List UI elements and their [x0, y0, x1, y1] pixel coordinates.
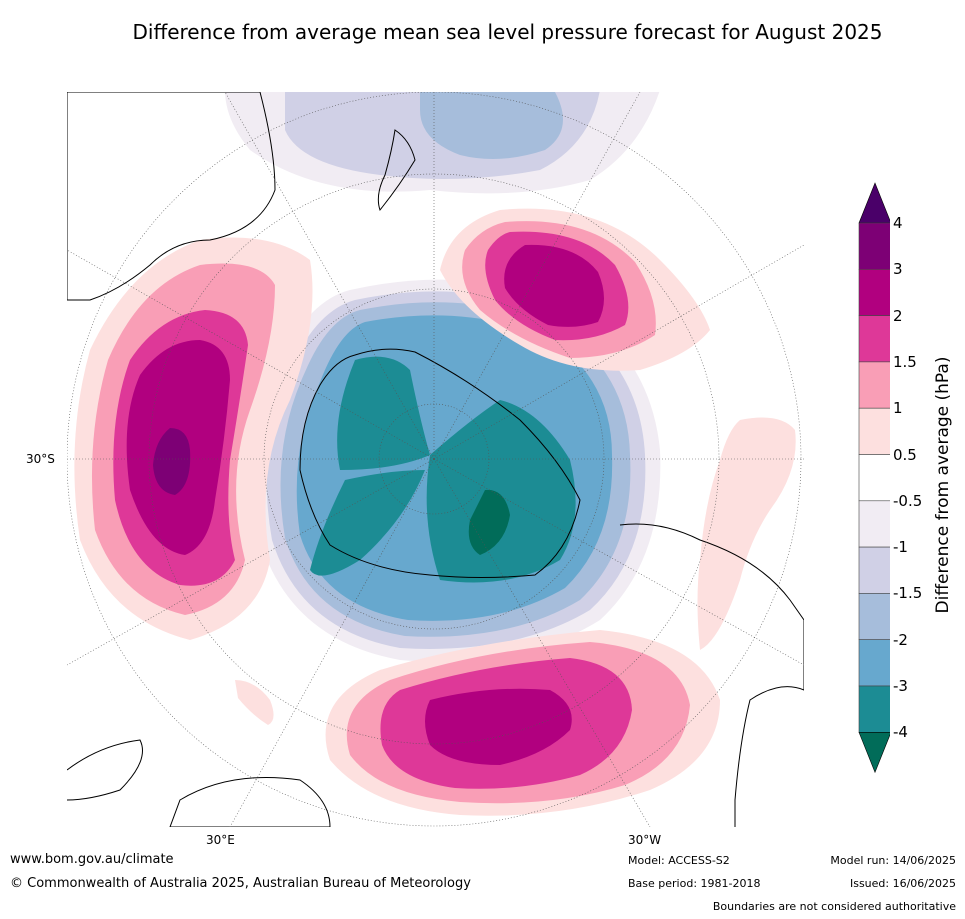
- colorbar-band: [858, 454, 890, 502]
- anomaly-region: [504, 244, 604, 327]
- lon-label-30w: 30°W: [628, 833, 662, 847]
- colorbar-tick-label: 0.5: [893, 445, 917, 464]
- anomaly-region: [420, 92, 563, 159]
- madagascar-coastline: [169, 777, 331, 827]
- anomaly-region: [153, 428, 191, 495]
- map-title: Difference from average mean sea level p…: [132, 20, 883, 44]
- colorbar-band: [858, 639, 890, 687]
- anomaly-region: [337, 356, 430, 470]
- colorbar-label: Difference from average (hPa): [933, 356, 953, 614]
- colorbar-band: [858, 685, 890, 733]
- africa-coastline: [67, 739, 143, 801]
- footer-copyright: © Commonwealth of Australia 2025, Austra…: [10, 876, 471, 891]
- colorbar-band: [858, 269, 890, 316]
- anomaly-region: [468, 489, 510, 555]
- colorbar-tick-label: 3: [893, 260, 903, 279]
- australia-coastline: [67, 92, 276, 301]
- colorbar-arrow-top: [858, 182, 890, 224]
- anomaly-region: [310, 470, 425, 576]
- south-america-coastline: [619, 523, 804, 827]
- colorbar-tick-label: -3: [893, 677, 908, 695]
- colorbar-tick-label: -2: [893, 630, 908, 649]
- anomaly-region: [697, 417, 796, 650]
- colorbar-tick-label: -1: [893, 538, 908, 557]
- colorbar-tick-label: 2: [893, 306, 903, 325]
- colorbar-arrow-bottom: [858, 731, 890, 774]
- new-zealand-coastline: [377, 129, 416, 212]
- colorbar-band: [858, 593, 890, 640]
- footer-base-period: Base period: 1981-2018: [628, 877, 761, 890]
- graticule-circle: [263, 288, 605, 630]
- colorbar-band: [858, 546, 890, 594]
- footer-model-run: Model run: 14/06/2025: [830, 854, 956, 867]
- colorbar-band: [858, 407, 890, 455]
- colorbar-tick-label: -0.5: [893, 491, 923, 510]
- footer-issued: Issued: 16/06/2025: [849, 877, 956, 890]
- colorbar-tick-label: -4: [893, 723, 908, 742]
- colorbar-tick-label: 1.5: [893, 352, 917, 371]
- lon-label-30e: 30°E: [206, 833, 235, 847]
- colorbar-band: [858, 222, 890, 270]
- footer-url: www.bom.gov.au/climate: [10, 852, 174, 867]
- footer-model: Model: ACCESS-S2: [628, 854, 730, 867]
- colorbar-band: [858, 361, 890, 409]
- anomaly-region: [235, 680, 274, 725]
- anomaly-region: [425, 688, 572, 765]
- colorbar-tick-label: 4: [893, 214, 903, 232]
- footer-disclaimer: Boundaries are not considered authoritat…: [712, 900, 956, 913]
- anomaly-region: [426, 400, 576, 583]
- colorbar-band: [858, 500, 890, 548]
- antarctica-coastline: [299, 348, 581, 578]
- lat-label-30s: 30°S: [26, 452, 55, 466]
- colorbar-band: [858, 315, 890, 363]
- colorbar-tick-label: 1: [893, 399, 903, 418]
- colorbar: [858, 182, 890, 774]
- colorbar-tick-label: -1.5: [893, 584, 923, 603]
